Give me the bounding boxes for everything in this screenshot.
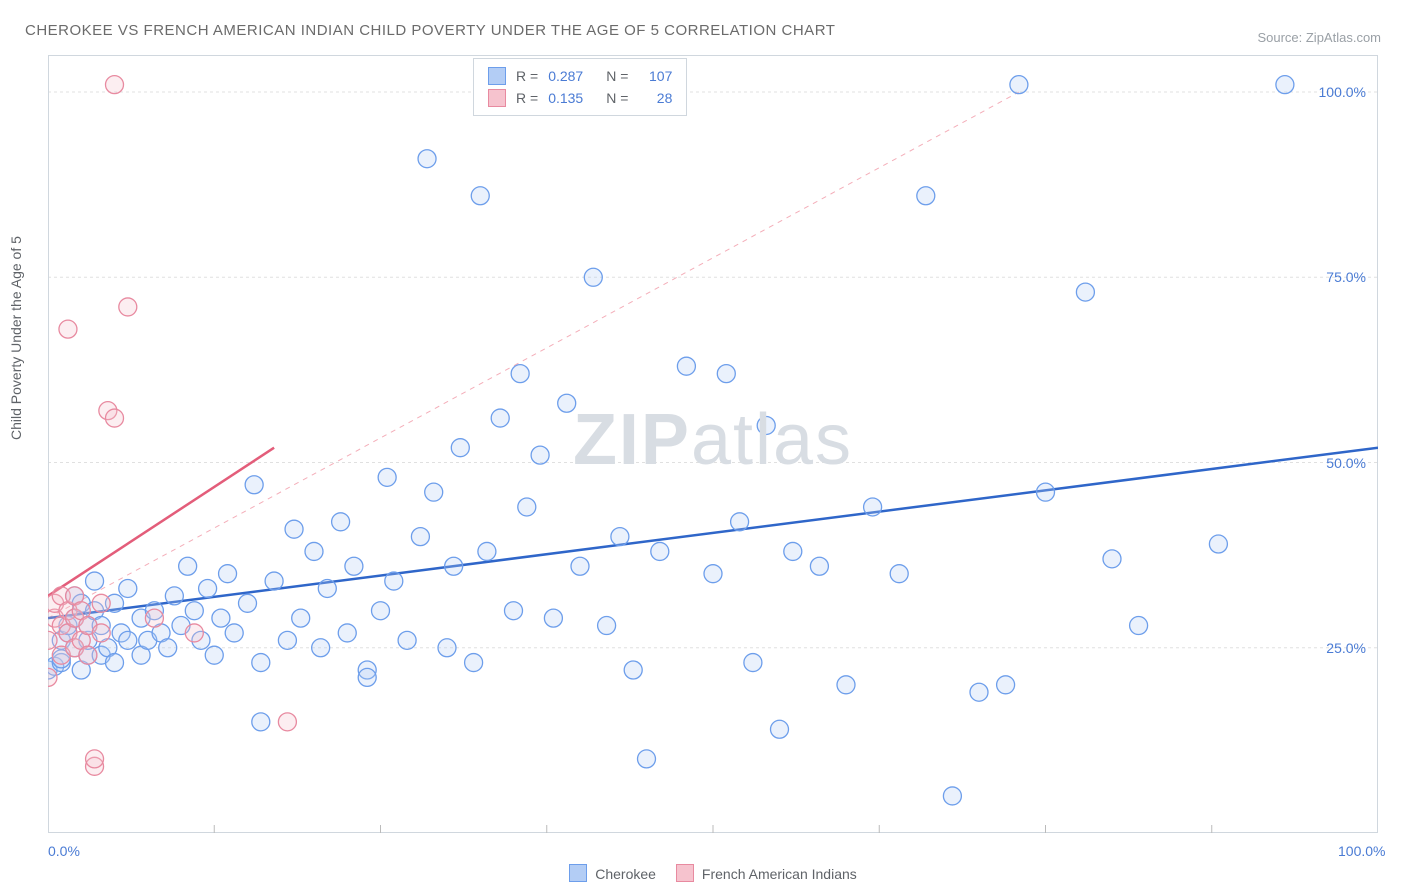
legend-label: French American Indians (702, 866, 857, 882)
legend-label: Cherokee (595, 866, 656, 882)
correlation-legend-row: R =0.287N =107 (488, 65, 672, 87)
plot-area: R =0.287N =107R =0.135N =28 ZIPatlas 25.… (48, 55, 1378, 833)
x-tick-label: 100.0% (1338, 843, 1385, 859)
y-axis-label: Child Poverty Under the Age of 5 (8, 236, 24, 440)
y-tick-label: 25.0% (1326, 640, 1366, 656)
x-tick-label: 0.0% (48, 843, 80, 859)
correlation-legend-box: R =0.287N =107R =0.135N =28 (473, 58, 687, 116)
legend-swatch (676, 864, 694, 882)
correlation-legend-row: R =0.135N =28 (488, 87, 672, 109)
chart-title: CHEROKEE VS FRENCH AMERICAN INDIAN CHILD… (25, 22, 835, 39)
y-tick-label: 100.0% (1319, 84, 1366, 100)
y-tick-label: 75.0% (1326, 269, 1366, 285)
scatter-chart-svg (48, 55, 1378, 833)
source-attribution: Source: ZipAtlas.com (1257, 30, 1381, 45)
series-legend: Cherokee French American Indians (0, 864, 1406, 882)
legend-swatch (569, 864, 587, 882)
y-tick-label: 50.0% (1326, 455, 1366, 471)
